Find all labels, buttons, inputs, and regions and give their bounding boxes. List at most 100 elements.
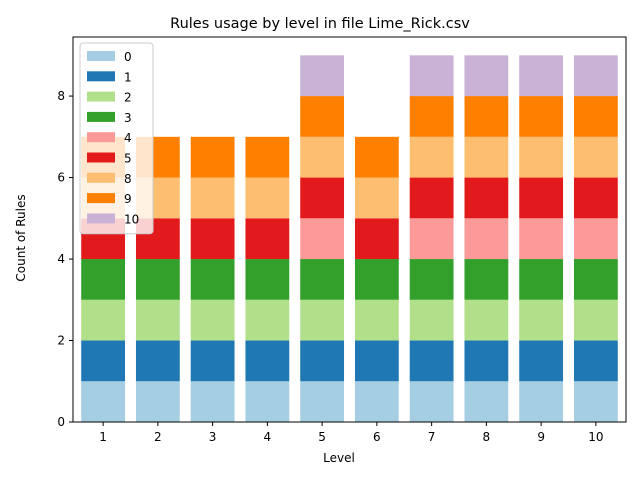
bar-level-6-series-0 xyxy=(354,381,399,422)
legend-label-1: 1 xyxy=(124,70,132,84)
bar-level-9-series-10 xyxy=(519,55,564,97)
bar-level-9-series-9 xyxy=(519,96,564,137)
bar-level-5-series-1 xyxy=(300,340,345,382)
x-tick-label-3: 3 xyxy=(209,430,217,444)
bar-level-4-series-1 xyxy=(245,340,290,382)
legend-label-2: 2 xyxy=(124,91,132,105)
y-tick-label-8: 8 xyxy=(57,89,65,103)
bar-level-9-series-5 xyxy=(519,177,564,219)
bar-level-7-series-1 xyxy=(409,340,454,382)
legend-label-5: 5 xyxy=(124,152,132,166)
legend-label-0: 0 xyxy=(124,50,132,64)
bar-level-8-series-4 xyxy=(464,218,509,260)
bar-level-6-series-9 xyxy=(354,136,399,178)
legend-swatch-8 xyxy=(87,172,115,183)
bar-level-4-series-3 xyxy=(245,259,290,300)
bar-level-7-series-8 xyxy=(409,136,454,178)
y-tick-label-0: 0 xyxy=(57,415,65,429)
x-axis-label: Level xyxy=(323,451,355,465)
bar-level-10-series-9 xyxy=(573,96,618,137)
bar-level-8-series-1 xyxy=(464,340,509,382)
x-tick-label-10: 10 xyxy=(588,430,603,444)
bar-level-5-series-0 xyxy=(300,381,345,422)
bar-level-5-series-3 xyxy=(300,259,345,300)
bar-level-8-series-10 xyxy=(464,55,509,97)
bar-level-6-series-3 xyxy=(354,259,399,300)
x-tick-label-1: 1 xyxy=(99,430,107,444)
legend-label-3: 3 xyxy=(124,111,132,125)
bar-level-10-series-0 xyxy=(573,381,618,422)
bar-level-9-series-4 xyxy=(519,218,564,260)
bar-level-1-series-3 xyxy=(81,259,126,300)
x-tick-label-5: 5 xyxy=(318,430,326,444)
bar-level-9-series-8 xyxy=(519,136,564,178)
bar-level-8-series-2 xyxy=(464,299,509,341)
y-tick-label-4: 4 xyxy=(57,252,65,266)
bar-level-1-series-0 xyxy=(81,381,126,422)
x-tick-label-4: 4 xyxy=(264,430,272,444)
bar-level-5-series-5 xyxy=(300,177,345,219)
bar-level-6-series-2 xyxy=(354,299,399,341)
bar-level-7-series-9 xyxy=(409,96,454,137)
legend-box xyxy=(79,42,154,235)
bar-level-5-series-4 xyxy=(300,218,345,260)
x-tick-label-8: 8 xyxy=(483,430,491,444)
legend-swatch-0 xyxy=(87,51,115,61)
legend-label-4: 4 xyxy=(124,131,132,145)
bar-level-7-series-4 xyxy=(409,218,454,260)
legend-swatch-9 xyxy=(87,193,115,204)
bar-level-8-series-5 xyxy=(464,177,509,219)
bar-level-3-series-9 xyxy=(190,136,235,178)
bar-level-8-series-8 xyxy=(464,136,509,178)
legend-swatch-4 xyxy=(87,132,115,143)
bar-level-7-series-5 xyxy=(409,177,454,219)
bar-level-5-series-9 xyxy=(300,96,345,137)
bar-level-4-series-9 xyxy=(245,136,290,178)
bar-level-8-series-9 xyxy=(464,96,509,137)
bar-level-4-series-0 xyxy=(245,381,290,422)
bar-level-9-series-0 xyxy=(519,381,564,422)
bar-level-3-series-1 xyxy=(190,340,235,382)
bar-level-10-series-8 xyxy=(573,136,618,178)
legend-swatch-2 xyxy=(87,91,115,102)
bar-level-7-series-10 xyxy=(409,55,454,97)
bar-level-3-series-5 xyxy=(190,218,235,260)
legend: 0 1 2 3 4 5 8 9 10 xyxy=(79,42,154,235)
bar-level-3-series-8 xyxy=(190,177,235,219)
legend-swatch-1 xyxy=(87,71,115,82)
legend-swatch-3 xyxy=(87,111,115,122)
plot-frame xyxy=(72,36,627,423)
bar-level-9-series-3 xyxy=(519,259,564,300)
y-tick-label-2: 2 xyxy=(57,334,65,348)
bar-level-10-series-4 xyxy=(573,218,618,260)
bar-level-2-series-1 xyxy=(135,340,180,382)
bar-level-10-series-3 xyxy=(573,259,618,300)
bar-level-2-series-2 xyxy=(135,299,180,341)
x-tick-label-6: 6 xyxy=(373,430,381,444)
bar-level-3-series-3 xyxy=(190,259,235,300)
bar-level-1-series-2 xyxy=(81,299,126,341)
bar-level-3-series-0 xyxy=(190,381,235,422)
bar-level-10-series-10 xyxy=(573,55,618,97)
y-axis-label: Count of Rules xyxy=(14,194,28,281)
bar-level-5-series-2 xyxy=(300,299,345,341)
chart-title: Rules usage by level in file Lime_Rick.c… xyxy=(170,16,470,32)
bar-level-4-series-2 xyxy=(245,299,290,341)
bar-level-6-series-8 xyxy=(354,177,399,219)
bar-level-10-series-2 xyxy=(573,299,618,341)
bar-level-6-series-1 xyxy=(354,340,399,382)
legend-swatch-10 xyxy=(87,213,115,224)
bar-level-8-series-0 xyxy=(464,381,509,422)
bar-level-3-series-2 xyxy=(190,299,235,341)
bar-level-2-series-3 xyxy=(135,259,180,300)
x-tick-label-7: 7 xyxy=(428,430,436,444)
legend-label-10: 10 xyxy=(124,212,139,226)
bar-level-2-series-0 xyxy=(135,381,180,422)
bar-level-10-series-5 xyxy=(573,177,618,219)
bars-group xyxy=(81,55,618,422)
bar-level-7-series-2 xyxy=(409,299,454,341)
bar-level-9-series-1 xyxy=(519,340,564,382)
x-tick-label-9: 9 xyxy=(537,430,545,444)
